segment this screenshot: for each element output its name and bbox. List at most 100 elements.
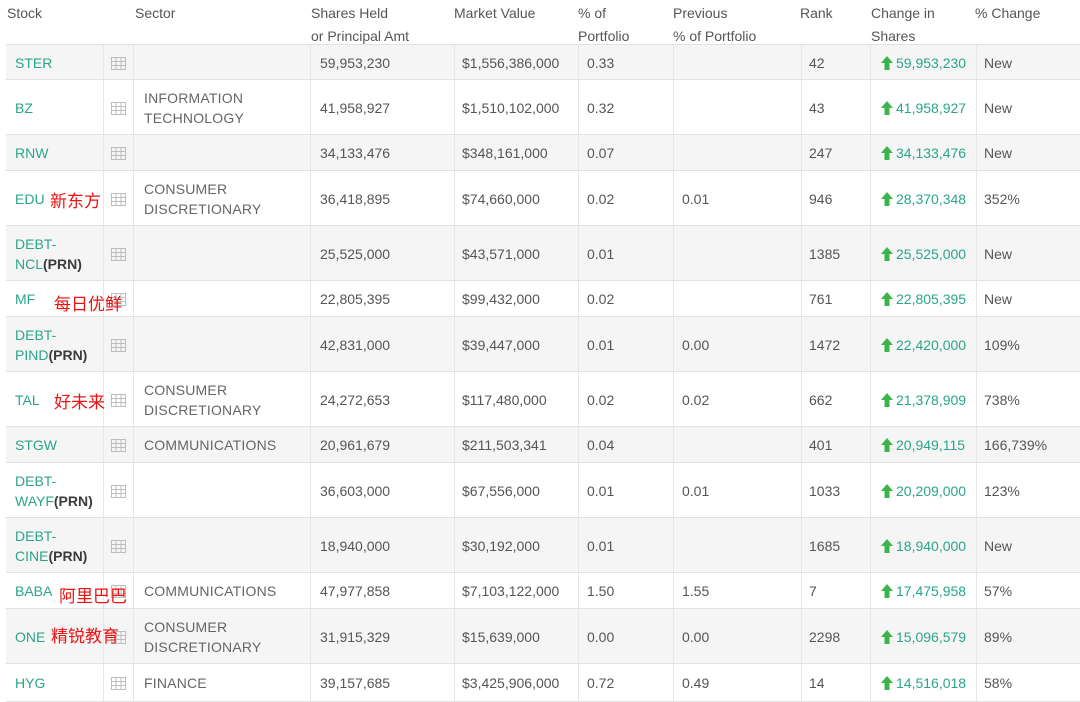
grid-icon[interactable] [111,101,126,115]
ticker-link[interactable]: DEBT- WAYF(PRN) [15,471,93,511]
column-divider [310,45,311,80]
ticker-link[interactable]: DEBT- NCL(PRN) [15,234,82,274]
ticker-cell: RNW [15,135,48,171]
grid-icon[interactable] [111,585,126,598]
col-header-change-shares[interactable]: Change in Shares [871,2,935,48]
column-divider [133,317,134,372]
column-divider [976,518,977,573]
column-divider [976,135,977,171]
column-divider [310,463,311,518]
ticker-cell: DEBT- NCL(PRN) [15,226,82,281]
column-divider [454,463,455,518]
col-header-rank[interactable]: Rank [800,5,833,21]
ticker-link[interactable]: TAL [15,390,40,410]
column-divider [673,518,674,573]
column-divider [673,135,674,171]
column-divider [133,372,134,427]
grid-icon[interactable] [111,539,126,553]
ticker-link[interactable]: MF [15,289,35,309]
sector-text: FINANCE [144,673,207,693]
column-divider [133,171,134,226]
column-divider [673,609,674,664]
column-divider [578,171,579,226]
table-row: DEBT- PIND(PRN) 42,831,000 $39,447,000 0.01 0… [6,316,1080,372]
ticker-link[interactable]: EDU [15,189,45,209]
column-divider [870,135,871,171]
grid-icon[interactable] [111,630,126,644]
ticker-link[interactable]: STER [15,53,52,73]
grid-icon[interactable] [111,147,126,160]
pct-portfolio-cell: 0.02 [587,190,615,207]
market-value-cell: $7,103,122,000 [462,583,560,599]
pct-portfolio-cell: 0.01 [587,537,615,554]
ticker-symbol: RNW [15,145,49,161]
table-row: MF 每日优鲜 22,805,395 $99,432,000 0.02 761 22,805… [6,280,1080,317]
col-header-shares[interactable]: Shares Held or Principal Amt [311,2,409,48]
change-in-shares-cell: 59,953,230 [880,45,966,80]
change-in-shares-value: 20,209,000 [896,482,967,499]
col-header-stock[interactable]: Stock [7,5,43,21]
column-divider [133,281,134,317]
market-value-cell: $39,447,000 [462,336,540,353]
col-header-prev-pct[interactable]: Previous % of Portfolio [673,2,756,48]
ticker-link[interactable]: DEBT- PIND(PRN) [15,325,87,365]
change-in-shares-cell: 25,525,000 [880,226,966,281]
column-divider [103,463,104,518]
ticker-link[interactable]: RNW [15,143,48,163]
grid-icon[interactable] [111,676,126,690]
grid-icon[interactable] [111,393,126,407]
change-in-shares-value: 59,953,230 [896,54,967,71]
ticker-link[interactable]: HYG [15,673,45,693]
rank-cell: 247 [809,145,833,161]
grid-icon[interactable] [111,192,126,206]
grid-icon[interactable] [111,338,126,352]
shares-held-cell: 31,915,329 [320,628,391,645]
column-divider [103,372,104,427]
ticker-symbol-line2: CINE(PRN) [15,546,87,566]
column-divider [801,573,802,609]
column-divider [103,135,104,171]
ticker-symbol-suffix: NCL [15,255,44,272]
ticker-link[interactable]: BABA [15,581,52,601]
column-divider [673,372,674,427]
sector-cell: FINANCE [144,664,207,701]
column-divider [454,80,455,135]
ticker-cell: BZ [15,80,33,135]
column-divider [870,281,871,317]
column-divider [578,372,579,427]
market-value-cell: $67,556,000 [462,482,540,499]
grid-icon[interactable] [111,56,126,70]
ticker-symbol-line2: NCL(PRN) [15,254,82,274]
col-header-pct-portfolio[interactable]: % of Portfolio [578,2,629,48]
col-header-market-value[interactable]: Market Value [454,5,536,21]
change-in-shares-value: 14,516,018 [896,674,967,691]
rank-cell: 43 [809,99,825,116]
ticker-cell: DEBT- WAYF(PRN) [15,463,93,518]
ticker-link[interactable]: BZ [15,98,33,118]
grid-icon[interactable] [111,439,126,452]
column-divider [578,463,579,518]
ticker-symbol-line2: WAYF(PRN) [15,491,93,511]
ticker-link[interactable]: STGW [15,435,57,455]
col-header-pct-change[interactable]: % Change [975,5,1041,21]
column-divider [976,281,977,317]
ticker-symbol-line2: PIND(PRN) [15,345,87,365]
column-divider [454,427,455,463]
ticker-symbol: DEBT- [15,235,57,252]
ticker-link[interactable]: DEBT- CINE(PRN) [15,526,87,566]
grid-icon[interactable] [111,293,126,306]
col-header-sector[interactable]: Sector [135,5,176,21]
table-row: DEBT- WAYF(PRN) 36,603,000 $67,556,000 0.01 0… [6,462,1080,518]
sector-line1: CONSUMER [144,618,228,635]
market-value-cell: $1,556,386,000 [462,54,560,71]
grid-icon[interactable] [111,247,126,261]
column-divider [673,463,674,518]
rank-cell: 946 [809,190,833,207]
column-divider [801,518,802,573]
shares-held-cell: 22,805,395 [320,291,391,307]
grid-icon[interactable] [111,484,126,498]
market-value-cell: $99,432,000 [462,291,540,307]
ticker-link[interactable]: ONE [15,627,45,647]
column-divider [801,664,802,701]
column-divider [673,80,674,135]
